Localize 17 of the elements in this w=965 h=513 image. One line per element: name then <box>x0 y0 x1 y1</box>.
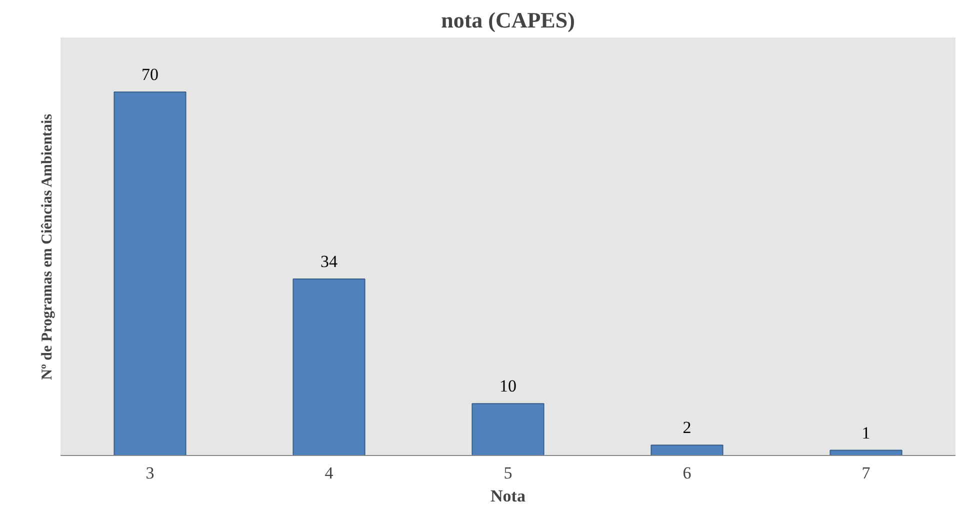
bar <box>650 444 724 456</box>
x-tick-label: 6 <box>682 464 692 482</box>
bar <box>472 403 544 456</box>
data-label: 34 <box>320 252 338 271</box>
data-label: 2 <box>682 418 692 438</box>
data-label: 70 <box>142 65 158 84</box>
x-axis-title: Nota <box>490 486 526 506</box>
x-tick-label: 4 <box>324 464 334 482</box>
data-label: 1 <box>862 423 870 442</box>
x-tick-label: 5 <box>504 464 512 482</box>
x-tick-label: 3 <box>146 464 154 482</box>
bar <box>114 92 186 456</box>
x-tick-label: 7 <box>862 464 871 482</box>
chart-title: nota (CAPES) <box>441 8 575 32</box>
bar <box>292 278 366 456</box>
data-label: 10 <box>500 376 516 396</box>
y-axis-title: Nº de Programas em Ciências Ambientais <box>40 114 56 380</box>
